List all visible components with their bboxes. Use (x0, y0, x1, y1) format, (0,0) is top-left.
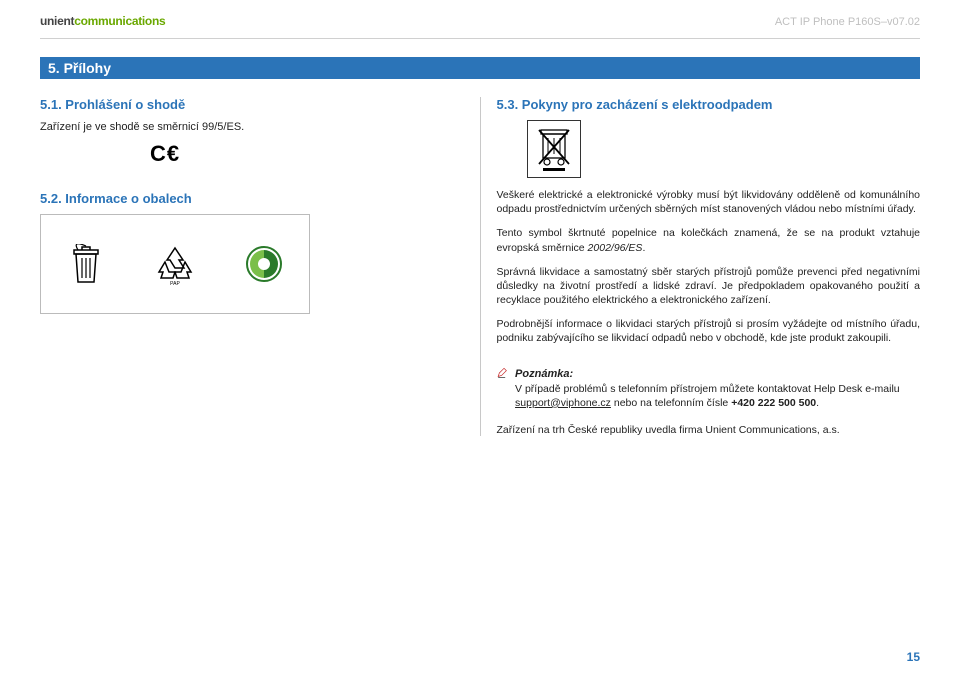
para-2-directive: 2002/96/ES (588, 242, 643, 254)
top-rule (40, 38, 920, 39)
section-5-1-title: 5.1. Prohlášení o shodě (40, 97, 464, 112)
para-2-a: Tento symbol škrtnuté popelnice na koleč… (497, 227, 921, 253)
recycle-triangle-icon: PAP (130, 242, 219, 286)
page-number: 15 (907, 650, 920, 664)
column-divider (480, 97, 481, 436)
para-4: Podrobnější informace o likvidaci starýc… (497, 317, 921, 345)
brand-prefix: unient (40, 14, 74, 28)
section-5-2-title: 5.2. Informace o obalech (40, 191, 464, 206)
trash-icon (41, 244, 130, 284)
section-5-3-title: 5.3. Pokyny pro zacházení s elektroodpad… (497, 97, 921, 112)
final-line: Zařízení na trh České republiky uvedla f… (497, 424, 921, 436)
packaging-icon-box: PAP (40, 214, 310, 314)
left-column: 5.1. Prohlášení o shodě Zařízení je ve s… (40, 97, 464, 436)
section-banner: 5. Přílohy (40, 57, 920, 79)
support-phone: +420 222 500 500 (731, 397, 816, 409)
pencil-icon (497, 364, 508, 382)
para-2: Tento symbol škrtnuté popelnice na koleč… (497, 226, 921, 254)
green-dot-icon (220, 244, 309, 284)
ce-mark-icon: C€ (150, 141, 464, 167)
note-a: V případě problémů s telefonním přístroj… (515, 383, 900, 395)
note-text: V případě problémů s telefonním přístroj… (515, 382, 920, 410)
weee-icon (527, 120, 581, 178)
para-2-c: . (642, 242, 645, 254)
topbar: unientcommunications ACT IP Phone P160S–… (40, 14, 920, 28)
note-block: Poznámka: V případě problémů s telefonní… (497, 364, 921, 410)
section-5-1-body: Zařízení je ve shodě se směrnicí 99/5/ES… (40, 120, 464, 135)
support-email-link[interactable]: support@viphone.cz (515, 397, 611, 409)
svg-text:PAP: PAP (170, 281, 180, 286)
para-1: Veškeré elektrické a elektronické výrobk… (497, 188, 921, 216)
doc-reference: ACT IP Phone P160S–v07.02 (775, 16, 920, 28)
note-label: Poznámka: (515, 368, 573, 380)
para-3: Správná likvidace a samostatný sběr star… (497, 265, 921, 308)
right-column: 5.3. Pokyny pro zacházení s elektroodpad… (497, 97, 921, 436)
brand: unientcommunications (40, 14, 165, 28)
note-b: nebo na telefonním čísle (611, 397, 731, 409)
brand-suffix: communications (74, 14, 165, 28)
note-c: . (816, 397, 819, 409)
